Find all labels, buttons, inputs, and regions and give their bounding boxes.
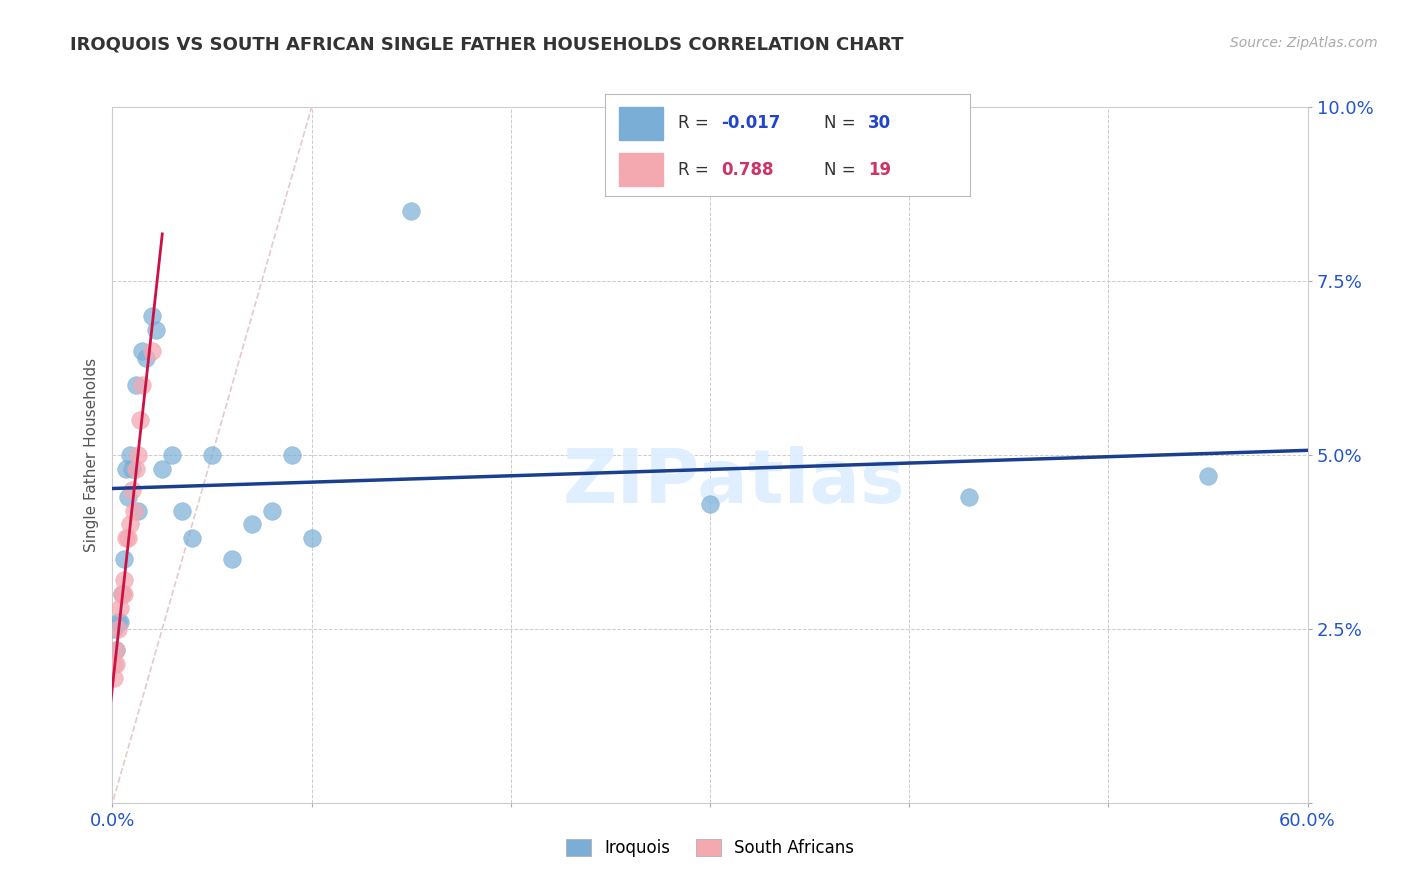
Point <box>114 552 135 566</box>
Point <box>957 490 980 504</box>
Point <box>120 448 142 462</box>
Point <box>111 587 134 601</box>
Text: 0.788: 0.788 <box>721 161 775 178</box>
Text: 19: 19 <box>868 161 891 178</box>
Point <box>162 448 183 462</box>
Text: R =: R = <box>678 114 714 132</box>
Point <box>131 378 153 392</box>
Point <box>121 462 143 476</box>
Y-axis label: Single Father Households: Single Father Households <box>83 358 98 552</box>
Point <box>107 622 129 636</box>
Point <box>103 622 125 636</box>
Text: R =: R = <box>678 161 714 178</box>
Point <box>240 517 263 532</box>
Point <box>117 490 139 504</box>
Point <box>105 642 128 657</box>
Point <box>221 552 243 566</box>
Point <box>145 323 167 337</box>
Point <box>281 448 304 462</box>
Point <box>114 587 135 601</box>
Point <box>181 532 204 546</box>
Point <box>125 462 148 476</box>
Point <box>401 204 423 219</box>
Point <box>1197 468 1219 483</box>
Point <box>150 462 173 476</box>
Point <box>141 309 163 323</box>
Point <box>115 462 138 476</box>
Point <box>111 587 134 601</box>
Point <box>201 448 224 462</box>
Point <box>125 378 148 392</box>
Text: 30: 30 <box>868 114 891 132</box>
Point <box>114 573 135 587</box>
Point <box>129 413 152 427</box>
Point <box>301 532 323 546</box>
Point <box>103 657 125 671</box>
Text: N =: N = <box>824 114 860 132</box>
Point <box>124 503 146 517</box>
Text: Source: ZipAtlas.com: Source: ZipAtlas.com <box>1230 36 1378 50</box>
Bar <box>619 153 664 186</box>
Point <box>135 351 157 365</box>
Point <box>103 671 125 685</box>
Point <box>110 601 132 615</box>
Point <box>115 532 138 546</box>
Point <box>107 615 129 629</box>
Point <box>110 615 132 629</box>
Bar <box>619 107 664 140</box>
Point <box>131 343 153 358</box>
Point <box>260 503 283 517</box>
Point <box>121 483 143 497</box>
Point <box>141 343 163 358</box>
Point <box>127 503 149 517</box>
Text: -0.017: -0.017 <box>721 114 780 132</box>
Text: ZIPatlas: ZIPatlas <box>562 446 905 519</box>
Point <box>105 657 128 671</box>
Point <box>699 497 721 511</box>
Text: IROQUOIS VS SOUTH AFRICAN SINGLE FATHER HOUSEHOLDS CORRELATION CHART: IROQUOIS VS SOUTH AFRICAN SINGLE FATHER … <box>70 36 904 54</box>
Point <box>117 532 139 546</box>
Point <box>105 642 128 657</box>
Legend: Iroquois, South Africans: Iroquois, South Africans <box>560 832 860 864</box>
Point <box>120 517 142 532</box>
Point <box>172 503 194 517</box>
Point <box>127 448 149 462</box>
Text: N =: N = <box>824 161 860 178</box>
